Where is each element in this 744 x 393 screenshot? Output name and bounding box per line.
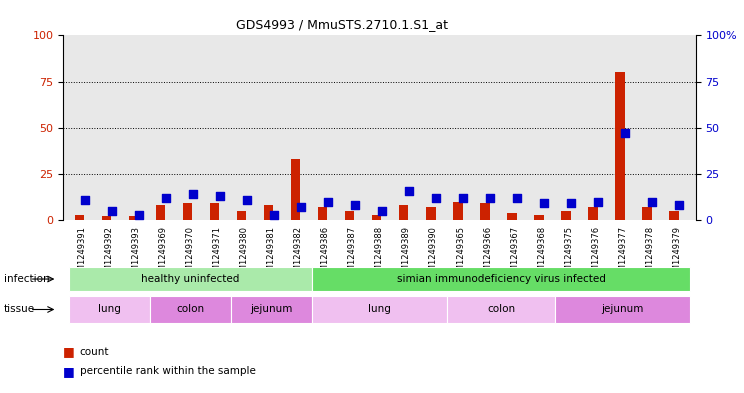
- Text: ■: ■: [63, 345, 75, 358]
- Bar: [372, 215, 382, 220]
- Text: jejunum: jejunum: [250, 305, 292, 314]
- Bar: [642, 207, 652, 220]
- Point: [620, 130, 632, 136]
- Bar: [183, 204, 192, 220]
- Point: [160, 195, 172, 201]
- Point: [214, 193, 226, 199]
- Bar: [615, 72, 625, 220]
- Point: [511, 195, 523, 201]
- Point: [295, 204, 307, 210]
- Point: [539, 200, 551, 207]
- Bar: [150, 296, 231, 323]
- Bar: [102, 217, 111, 220]
- Bar: [155, 205, 165, 220]
- Point: [187, 191, 199, 197]
- Text: lung: lung: [97, 305, 121, 314]
- Point: [376, 208, 388, 214]
- Text: colon: colon: [487, 305, 515, 314]
- Text: colon: colon: [176, 305, 205, 314]
- Bar: [68, 266, 312, 292]
- Point: [458, 195, 469, 201]
- Bar: [210, 204, 219, 220]
- Bar: [264, 205, 273, 220]
- Point: [430, 195, 442, 201]
- Point: [592, 198, 604, 205]
- Point: [349, 202, 361, 208]
- Point: [565, 200, 577, 207]
- Bar: [453, 202, 463, 220]
- Text: healthy uninfected: healthy uninfected: [141, 274, 240, 284]
- Bar: [74, 215, 84, 220]
- Bar: [670, 211, 679, 220]
- Bar: [231, 296, 312, 323]
- Bar: [68, 296, 150, 323]
- Text: count: count: [80, 347, 109, 357]
- Bar: [345, 211, 354, 220]
- Bar: [589, 207, 597, 220]
- Point: [673, 202, 685, 208]
- Bar: [555, 296, 690, 323]
- Text: lung: lung: [368, 305, 391, 314]
- Bar: [399, 205, 408, 220]
- Point: [241, 196, 253, 203]
- Point: [268, 211, 280, 218]
- Bar: [312, 296, 447, 323]
- Bar: [237, 211, 246, 220]
- Point: [403, 187, 415, 194]
- Point: [133, 211, 145, 218]
- Bar: [318, 207, 327, 220]
- Bar: [480, 204, 490, 220]
- Text: tissue: tissue: [4, 305, 35, 314]
- Point: [79, 196, 91, 203]
- Bar: [534, 215, 544, 220]
- Bar: [561, 211, 571, 220]
- Point: [484, 195, 496, 201]
- Bar: [291, 159, 301, 220]
- Text: GDS4993 / MmuSTS.2710.1.S1_at: GDS4993 / MmuSTS.2710.1.S1_at: [237, 18, 448, 31]
- Text: jejunum: jejunum: [601, 305, 644, 314]
- Text: infection: infection: [4, 274, 49, 284]
- Bar: [312, 266, 690, 292]
- Point: [647, 198, 658, 205]
- Bar: [129, 217, 138, 220]
- Text: simian immunodeficiency virus infected: simian immunodeficiency virus infected: [397, 274, 606, 284]
- Text: ■: ■: [63, 365, 75, 378]
- Bar: [507, 213, 516, 220]
- Point: [106, 208, 118, 214]
- Bar: [426, 207, 435, 220]
- Point: [322, 198, 334, 205]
- Bar: [447, 296, 555, 323]
- Text: percentile rank within the sample: percentile rank within the sample: [80, 366, 255, 376]
